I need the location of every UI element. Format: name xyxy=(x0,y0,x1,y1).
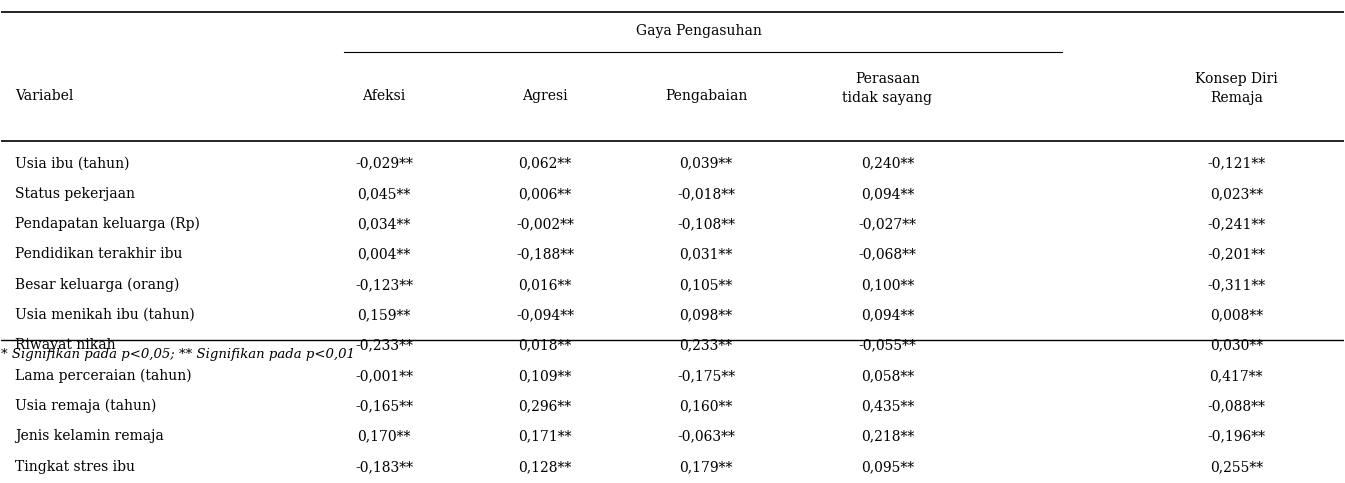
Text: -0,188**: -0,188** xyxy=(516,247,574,261)
Text: -0,233**: -0,233** xyxy=(355,339,413,353)
Text: Tingkat stres ibu: Tingkat stres ibu xyxy=(15,460,134,474)
Text: 0,179**: 0,179** xyxy=(679,460,733,474)
Text: 0,233**: 0,233** xyxy=(679,339,733,353)
Text: Riwayat nikah: Riwayat nikah xyxy=(15,339,116,353)
Text: Usia menikah ibu (tahun): Usia menikah ibu (tahun) xyxy=(15,308,195,322)
Text: 0,435**: 0,435** xyxy=(861,399,913,413)
Text: 0,095**: 0,095** xyxy=(861,460,913,474)
Text: -0,055**: -0,055** xyxy=(858,339,916,353)
Text: * Signifikan pada p<0,05; ** Signifikan pada p<0,01: * Signifikan pada p<0,05; ** Signifikan … xyxy=(1,348,355,361)
Text: 0,018**: 0,018** xyxy=(518,339,572,353)
Text: 0,023**: 0,023** xyxy=(1209,187,1263,201)
Text: 0,031**: 0,031** xyxy=(679,247,733,261)
Text: 0,171**: 0,171** xyxy=(518,429,572,443)
Text: 0,160**: 0,160** xyxy=(679,399,733,413)
Text: 0,159**: 0,159** xyxy=(358,308,410,322)
Text: 0,030**: 0,030** xyxy=(1209,339,1263,353)
Text: -0,108**: -0,108** xyxy=(677,217,736,231)
Text: -0,018**: -0,018** xyxy=(677,187,736,201)
Text: Pengabaian: Pengabaian xyxy=(664,88,748,102)
Text: Konsep Diri
Remaja: Konsep Diri Remaja xyxy=(1194,72,1278,105)
Text: -0,027**: -0,027** xyxy=(858,217,916,231)
Text: -0,002**: -0,002** xyxy=(516,217,574,231)
Text: -0,063**: -0,063** xyxy=(677,429,734,443)
Text: Usia remaja (tahun): Usia remaja (tahun) xyxy=(15,399,156,413)
Text: -0,165**: -0,165** xyxy=(355,399,413,413)
Text: 0,039**: 0,039** xyxy=(679,156,733,170)
Text: Usia ibu (tahun): Usia ibu (tahun) xyxy=(15,156,129,170)
Text: -0,001**: -0,001** xyxy=(355,369,413,383)
Text: 0,004**: 0,004** xyxy=(358,247,410,261)
Text: Pendidikan terakhir ibu: Pendidikan terakhir ibu xyxy=(15,247,183,261)
Text: Variabel: Variabel xyxy=(15,88,73,102)
Text: 0,255**: 0,255** xyxy=(1209,460,1263,474)
Text: 0,100**: 0,100** xyxy=(861,278,913,292)
Text: 0,008**: 0,008** xyxy=(1209,308,1263,322)
Text: -0,029**: -0,029** xyxy=(355,156,413,170)
Text: 0,016**: 0,016** xyxy=(518,278,572,292)
Text: -0,183**: -0,183** xyxy=(355,460,413,474)
Text: 0,094**: 0,094** xyxy=(861,308,913,322)
Text: Gaya Pengasuhan: Gaya Pengasuhan xyxy=(636,24,763,38)
Text: Pendapatan keluarga (Rp): Pendapatan keluarga (Rp) xyxy=(15,217,199,231)
Text: Status pekerjaan: Status pekerjaan xyxy=(15,187,134,201)
Text: 0,058**: 0,058** xyxy=(861,369,913,383)
Text: -0,121**: -0,121** xyxy=(1208,156,1266,170)
Text: -0,241**: -0,241** xyxy=(1208,217,1266,231)
Text: 0,105**: 0,105** xyxy=(679,278,733,292)
Text: Agresi: Agresi xyxy=(522,88,568,102)
Text: Afeksi: Afeksi xyxy=(362,88,406,102)
Text: -0,094**: -0,094** xyxy=(516,308,574,322)
Text: 0,128**: 0,128** xyxy=(518,460,572,474)
Text: -0,068**: -0,068** xyxy=(858,247,916,261)
Text: 0,109**: 0,109** xyxy=(518,369,572,383)
Text: 0,170**: 0,170** xyxy=(358,429,410,443)
Text: 0,045**: 0,045** xyxy=(358,187,410,201)
Text: Besar keluarga (orang): Besar keluarga (orang) xyxy=(15,278,179,292)
Text: Lama perceraian (tahun): Lama perceraian (tahun) xyxy=(15,369,191,383)
Text: Jenis kelamin remaja: Jenis kelamin remaja xyxy=(15,429,164,443)
Text: 0,296**: 0,296** xyxy=(518,399,572,413)
Text: 0,417**: 0,417** xyxy=(1209,369,1263,383)
Text: Perasaan
tidak sayang: Perasaan tidak sayang xyxy=(842,72,932,105)
Text: -0,196**: -0,196** xyxy=(1208,429,1266,443)
Text: -0,311**: -0,311** xyxy=(1208,278,1266,292)
Text: 0,094**: 0,094** xyxy=(861,187,913,201)
Text: 0,240**: 0,240** xyxy=(861,156,913,170)
Text: 0,218**: 0,218** xyxy=(861,429,913,443)
Text: -0,123**: -0,123** xyxy=(355,278,413,292)
Text: 0,006**: 0,006** xyxy=(518,187,572,201)
Text: 0,062**: 0,062** xyxy=(518,156,572,170)
Text: -0,088**: -0,088** xyxy=(1208,399,1266,413)
Text: 0,098**: 0,098** xyxy=(679,308,733,322)
Text: 0,034**: 0,034** xyxy=(358,217,410,231)
Text: -0,175**: -0,175** xyxy=(677,369,736,383)
Text: -0,201**: -0,201** xyxy=(1208,247,1266,261)
